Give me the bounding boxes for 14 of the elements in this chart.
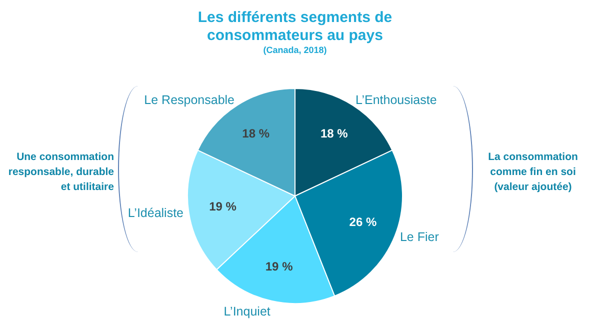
- slice-label: L’Inquiet: [224, 304, 271, 319]
- text: La consommation comme fin en soi (valeur ajoutée): [487, 150, 579, 195]
- slice-label: L’Idéaliste: [128, 206, 184, 220]
- data-label: 18 %: [320, 126, 348, 141]
- data-label: 26 %: [349, 215, 377, 230]
- slice-label: L’Enthousiaste: [355, 93, 437, 108]
- chart-title: Les différents segments de consommateurs au pays: [196, 9, 394, 45]
- text: Une consommation responsable, durable et utilitaire: [7, 150, 114, 195]
- data-label: 19 %: [209, 200, 237, 214]
- chart-subtitle: (Canada, 2018): [262, 45, 328, 55]
- data-label: 18 %: [242, 126, 270, 141]
- data-label: 19 %: [265, 260, 294, 274]
- slice-label: Le Fier: [400, 230, 439, 244]
- slice-label: Le Responsable: [144, 93, 235, 108]
